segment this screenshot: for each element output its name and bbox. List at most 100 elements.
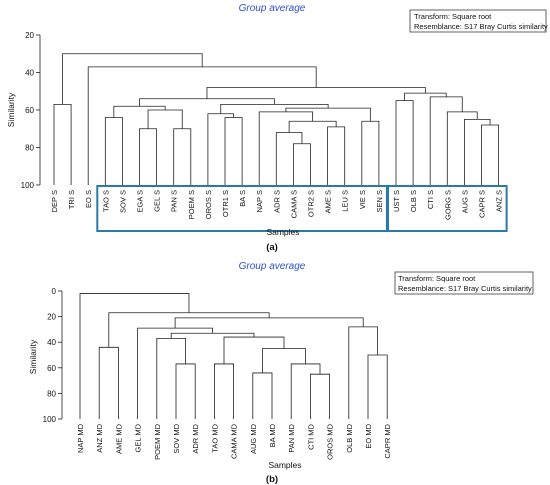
leaf-label: BA MD <box>268 423 277 447</box>
leaf-label: TAO S <box>101 190 110 212</box>
panel-b: Group average Transform: Square root Res… <box>28 261 534 485</box>
leaf-label: VIE S <box>358 190 367 209</box>
leaf-label: UST S <box>392 190 401 212</box>
leaf-label: AME S <box>324 190 333 213</box>
leaf-label: POEM S <box>187 190 196 219</box>
leaf-label: OROS S <box>204 190 213 219</box>
y-tick-label: 100 <box>21 181 35 190</box>
panel-a-leaf-labels: DEP S TRI S EO S TAO S SOV S EGA S GEL S PAN S P… <box>50 190 504 220</box>
dendrogram-link <box>367 354 388 419</box>
leaf-label: CTI MD <box>306 423 315 449</box>
leaf-label: SOV S <box>118 190 127 213</box>
leaf-label: EO S <box>84 190 93 208</box>
dendrogram-link <box>395 100 414 185</box>
leaf-label: AME MD <box>114 423 123 454</box>
dendrogram-link <box>113 105 166 118</box>
panel-b-x-label: Samples <box>268 460 301 470</box>
dendrogram-link <box>310 373 330 419</box>
dendrogram-link <box>220 103 329 114</box>
y-tick-label: 100 <box>43 415 57 424</box>
leaf-label: NAP S <box>255 190 264 212</box>
y-tick-label: 20 <box>25 31 34 40</box>
dendrogram-link <box>293 143 311 185</box>
y-tick-label: 80 <box>47 389 56 398</box>
leaf-label: NAP MD <box>76 423 85 453</box>
dendrogram-link <box>290 363 321 419</box>
dendrogram-link <box>258 111 314 185</box>
leaf-label: POEM MD <box>153 423 162 459</box>
panel-a-group-boxes <box>96 185 508 232</box>
leaf-label: ANZ MD <box>95 423 104 452</box>
panel-b-legend-resemblance: Resemblance: S17 Bray Curtis similarity <box>398 284 532 293</box>
panel-a-legend-resemblance: Resemblance: S17 Bray Curtis similarity <box>414 22 548 31</box>
leaf-label: LEU S <box>341 190 350 212</box>
dendrogram-link <box>174 317 364 329</box>
panel-a-x-label: Samples <box>266 227 299 237</box>
leaf-label: AUG MD <box>249 423 258 454</box>
y-tick-label: 80 <box>25 144 34 153</box>
panel-b-legend-box <box>394 271 534 295</box>
dendrogram-link <box>252 372 273 419</box>
dendrogram-link <box>285 107 371 122</box>
dendrogram-link <box>139 98 275 107</box>
panel-a-title: Group average <box>239 3 306 14</box>
leaf-label: OTR1 S <box>221 190 230 217</box>
dendrogram-link <box>98 346 119 419</box>
dendrogram-link <box>62 53 203 105</box>
dendrogram-link <box>481 124 499 185</box>
leaf-label: TRI S <box>67 190 76 209</box>
dendrogram-link <box>173 128 192 185</box>
y-tick-label: 20 <box>47 313 56 322</box>
dendrogram-link <box>207 113 234 185</box>
dendrogram-link <box>137 327 213 419</box>
group-highlight-box <box>387 185 508 232</box>
panel-b-dendrogram-links <box>79 293 388 419</box>
leaf-label: GORG S <box>443 190 452 220</box>
leaf-label: OLB S <box>409 190 418 212</box>
leaf-label: DEP S <box>50 190 59 212</box>
dendrogram-link <box>223 336 285 364</box>
dendrogram-link <box>275 132 303 185</box>
dendrogram-link <box>147 109 183 129</box>
leaf-label: CAPR MD <box>383 423 392 458</box>
dendrogram-link <box>446 111 478 185</box>
leaf-label: BA S <box>238 190 247 207</box>
panel-b-leaf-labels: NAP MD ANZ MD AME MD GEL MD POEM MD SOV MD ADR… <box>76 423 392 459</box>
leaf-label: PAN MD <box>287 423 296 452</box>
panel-b-y-axis: 0 20 40 60 80 100 <box>43 287 63 424</box>
leaf-label: OLB MD <box>345 423 354 452</box>
panel-b-title: Group average <box>239 261 306 272</box>
dendrogram-link <box>104 117 123 185</box>
panel-a-dendrogram-links <box>53 53 499 185</box>
y-tick-label: 60 <box>25 106 34 115</box>
leaf-label: OROS MD <box>326 423 335 459</box>
panel-b-label: (b) <box>266 474 278 485</box>
group-highlight-box <box>96 185 388 232</box>
y-tick-label: 60 <box>47 364 56 373</box>
dendrogram-link <box>262 348 306 373</box>
dendrogram-link <box>214 363 234 419</box>
leaf-label: SOV MD <box>172 423 181 453</box>
dendrogram-link <box>327 126 346 185</box>
dendrogram-link <box>53 103 72 185</box>
dendrogram-link <box>139 128 157 185</box>
dendrogram-link <box>79 293 190 419</box>
leaf-label: CAMA MD <box>230 423 239 459</box>
leaf-label: ANZ S <box>495 190 504 212</box>
panel-b-legend-transform: Transform: Square root <box>398 274 476 283</box>
leaf-label: AUG S <box>460 190 469 213</box>
dendrogram-link <box>361 120 380 185</box>
leaf-label: PAN S <box>170 190 179 212</box>
dendrogram-link <box>156 337 186 419</box>
dendrogram-link <box>170 332 255 339</box>
dendrogram-link <box>348 326 378 419</box>
y-tick-label: 40 <box>25 69 34 78</box>
y-tick-label: 0 <box>52 287 57 296</box>
panel-b-y-label: Similarity <box>28 339 38 374</box>
dendrogram-link <box>175 363 196 419</box>
leaf-label: CTI S <box>426 190 435 209</box>
panel-a-legend-box <box>409 9 547 33</box>
leaf-label: CAPR S <box>478 190 487 218</box>
leaf-label: CAMA S <box>289 190 298 218</box>
